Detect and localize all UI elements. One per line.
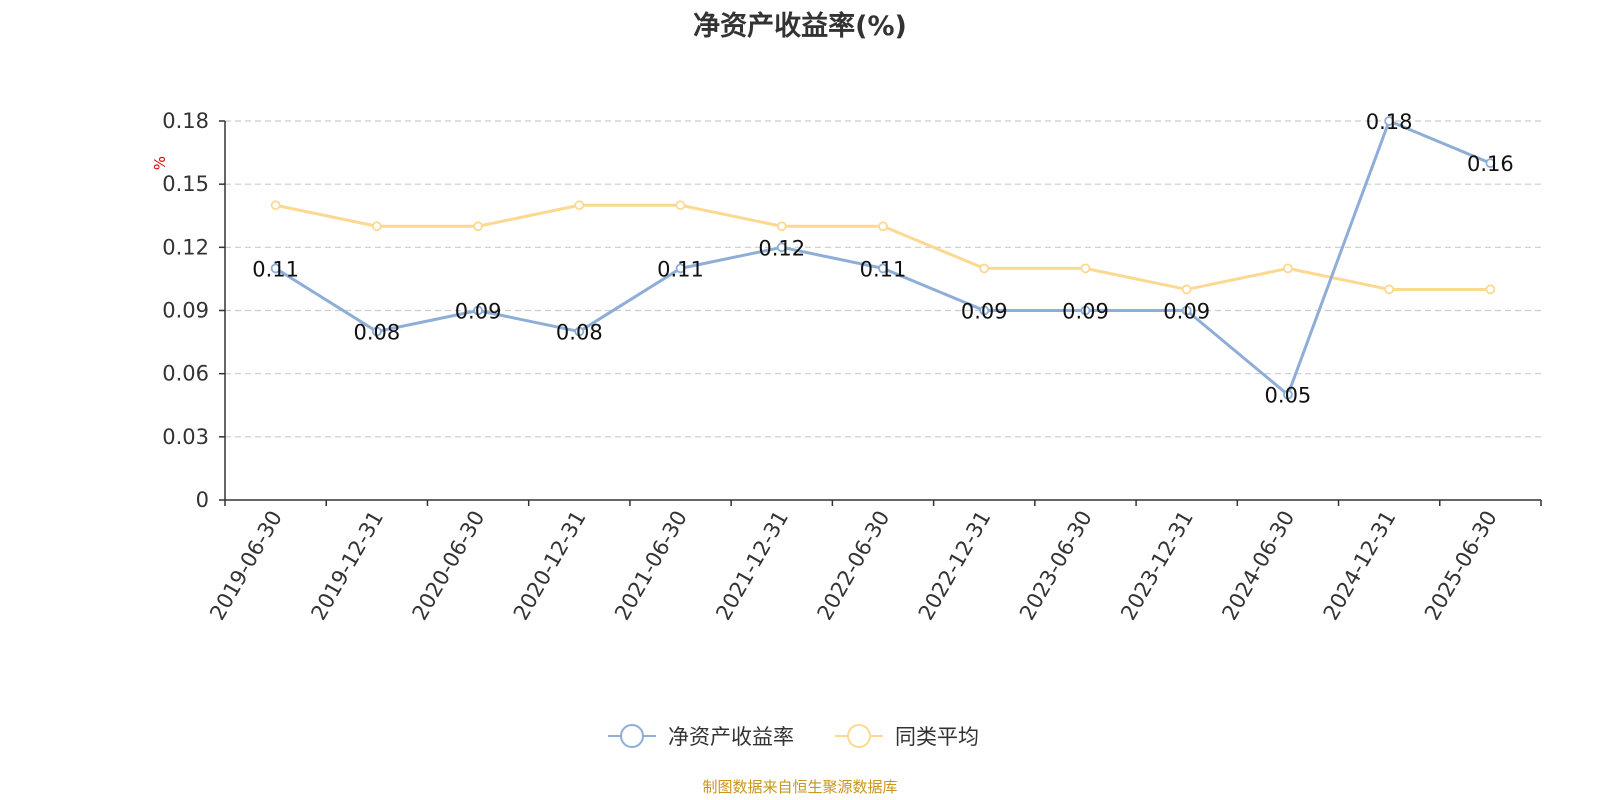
data-point-1 [1080, 263, 1091, 274]
x-tick-label: 2019-12-31 [306, 507, 388, 625]
data-label: 0.11 [657, 257, 704, 281]
data-label: 0.18 [1366, 110, 1413, 134]
data-point-0 [1485, 158, 1496, 169]
data-point-0 [371, 326, 382, 337]
data-point-0 [1181, 305, 1192, 316]
data-label: 0.11 [252, 257, 299, 281]
legend-label: 净资产收益率 [668, 725, 794, 749]
chart-title: 净资产收益率(%) [693, 11, 907, 42]
data-point-0 [574, 326, 585, 337]
y-tick-label: 0.12 [162, 235, 209, 259]
data-label: 0.09 [455, 300, 502, 324]
data-point-0 [1080, 305, 1091, 316]
y-tick-label: 0.03 [162, 425, 209, 449]
x-tick-label: 2024-06-30 [1217, 507, 1299, 625]
data-point-0 [1384, 116, 1395, 126]
y-tick-label: 0 [196, 488, 209, 512]
x-tick-label: 2025-06-30 [1420, 507, 1502, 625]
data-point-0 [878, 263, 888, 274]
source-note: 制图数据来自恒生聚源数据库 [702, 778, 897, 796]
data-point-1 [574, 200, 585, 211]
data-label: 0.16 [1467, 152, 1514, 176]
data-point-0 [1283, 389, 1293, 400]
data-point-1 [1181, 284, 1192, 295]
x-tick-label: 2023-12-31 [1116, 507, 1198, 625]
data-point-0 [473, 305, 483, 316]
data-point-1 [473, 221, 483, 232]
data-point-1 [1485, 284, 1496, 295]
data-label: 0.09 [1163, 300, 1210, 324]
x-tick-label: 2019-06-30 [205, 507, 287, 625]
data-point-1 [979, 263, 990, 274]
y-tick-label: 0.06 [162, 362, 209, 386]
x-tick-label: 2024-12-31 [1319, 507, 1401, 625]
y-tick-label: 0.15 [162, 172, 209, 196]
data-point-0 [776, 242, 787, 253]
y-tick-label: 0.09 [162, 299, 209, 323]
legend-marker [620, 724, 644, 748]
x-tick-label: 2022-06-30 [813, 507, 895, 625]
x-tick-label: 2021-12-31 [711, 507, 793, 625]
data-label: 0.12 [758, 236, 805, 260]
data-point-1 [776, 221, 787, 232]
data-point-1 [1384, 284, 1395, 295]
y-tick-label: 0.18 [162, 109, 209, 133]
x-tick-label: 2022-12-31 [914, 506, 996, 624]
data-label: 0.09 [961, 300, 1008, 324]
data-label: 0.05 [1265, 384, 1312, 408]
data-point-1 [371, 221, 382, 232]
data-label: 0.08 [353, 321, 400, 345]
data-label: 0.08 [556, 321, 603, 345]
data-point-0 [675, 263, 686, 274]
data-point-1 [1283, 263, 1293, 274]
data-point-1 [675, 200, 686, 211]
y-axis-unit: % [151, 156, 169, 170]
x-tick-label: 2023-06-30 [1015, 507, 1097, 625]
data-point-1 [878, 221, 888, 232]
data-point-1 [270, 200, 281, 211]
data-label: 0.09 [1062, 300, 1109, 324]
legend-marker [847, 724, 871, 748]
data-point-0 [979, 305, 990, 316]
data-point-0 [270, 263, 281, 274]
x-tick-label: 2020-06-30 [408, 506, 490, 624]
legend-label: 同类平均 [895, 725, 979, 749]
x-tick-label: 2020-12-31 [509, 507, 591, 625]
data-label: 0.11 [860, 257, 907, 281]
x-tick-label: 2021-06-30 [610, 507, 692, 625]
